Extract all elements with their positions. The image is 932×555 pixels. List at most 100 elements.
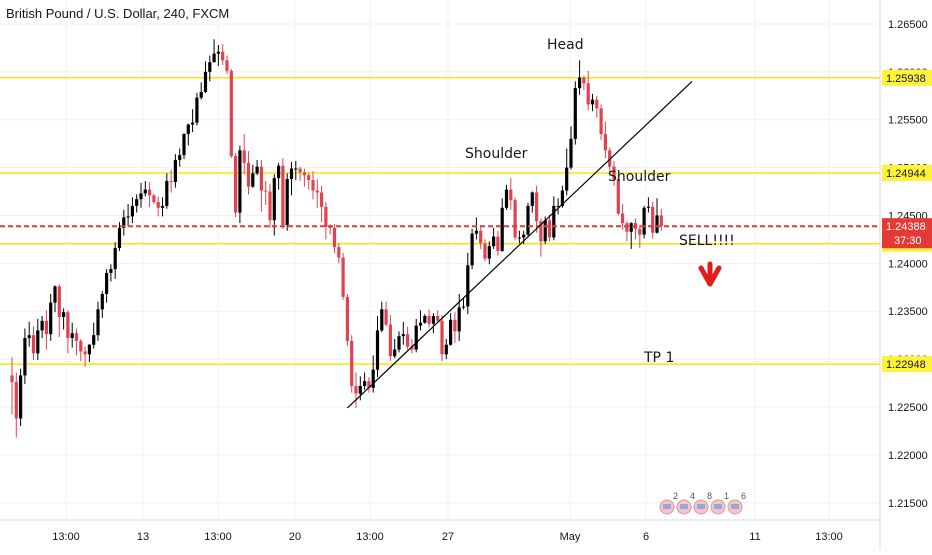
candle-body (66, 312, 70, 339)
candle (251, 164, 255, 188)
candle-body (423, 316, 427, 323)
y-tick-label: 1.22500 (888, 402, 928, 414)
candle-body (371, 369, 375, 388)
level-badge-bg (882, 164, 932, 181)
candle-body (289, 168, 294, 180)
candle-body (195, 97, 199, 123)
candle-body (70, 333, 74, 339)
candle (173, 154, 177, 188)
candle (165, 173, 169, 209)
candle (371, 355, 375, 393)
candle-body (582, 77, 586, 84)
candle (345, 293, 349, 346)
y-tick-label: 1.26500 (888, 19, 928, 31)
candle (109, 264, 113, 282)
candle (208, 55, 212, 82)
candle (178, 148, 182, 167)
candle-body (83, 351, 87, 355)
candle (156, 196, 160, 217)
candle (191, 109, 195, 133)
candle-body (182, 134, 186, 156)
candle (229, 68, 233, 159)
candle (517, 230, 521, 244)
x-tick-label: 13:00 (204, 531, 232, 543)
candle-body (380, 309, 384, 331)
neckline-trendline (346, 80, 693, 409)
candle-body (139, 193, 143, 200)
candle (474, 217, 478, 240)
level-badge-text: 1.25938 (886, 73, 926, 85)
candle-body (616, 179, 620, 214)
candle (87, 343, 91, 362)
candle-body (492, 236, 496, 247)
candle-body (281, 165, 285, 226)
candle-body (87, 344, 91, 355)
candle (195, 92, 199, 126)
level-price-badge: 1.25938 (882, 69, 932, 86)
events-flag-icon: 8 (693, 491, 712, 515)
candle (492, 227, 496, 249)
candle-body (543, 220, 547, 242)
candle-body (367, 381, 371, 388)
candle-body (221, 51, 225, 61)
candle-body (646, 206, 650, 208)
candle (431, 313, 435, 334)
candle (621, 203, 625, 230)
candle (203, 61, 208, 93)
candle-body (410, 346, 414, 350)
candle (470, 228, 474, 270)
candle-body (578, 77, 582, 89)
candle-body (556, 205, 560, 207)
candle-body (560, 190, 564, 206)
candle-body (10, 375, 14, 383)
candle-body (320, 192, 324, 207)
candle-body (268, 191, 272, 221)
candle-body (655, 215, 659, 233)
events-flag-icon: 1 (710, 491, 729, 515)
candle (268, 183, 272, 228)
candle (242, 134, 246, 175)
candle (259, 159, 263, 212)
candle-body (14, 382, 18, 419)
candle (31, 326, 36, 361)
candle-body (272, 178, 276, 221)
x-tick-label: 11 (749, 531, 760, 543)
candle (504, 184, 509, 210)
candle-body (530, 192, 534, 206)
candle (612, 160, 616, 186)
candle-body (651, 206, 655, 233)
level-badge-text: 1.24944 (886, 168, 926, 180)
candle-body (638, 228, 642, 235)
level-price-badge: 1.22948 (882, 356, 932, 373)
event-count: 4 (690, 491, 695, 501)
candle-body (62, 312, 66, 317)
candle-body (259, 166, 263, 191)
candle-body (27, 335, 31, 339)
candle-body (629, 223, 633, 232)
candle (221, 44, 225, 66)
candle-body (595, 99, 599, 109)
candle (535, 185, 539, 233)
candle (522, 230, 526, 245)
candle-body (659, 215, 663, 227)
candle (350, 335, 354, 393)
candle (453, 312, 457, 343)
level-badge-text: 1.22948 (886, 359, 926, 371)
candle (105, 269, 109, 303)
candle (440, 315, 444, 362)
candle-body (251, 173, 255, 187)
y-tick-label: 1.23500 (888, 306, 928, 318)
candle (436, 310, 440, 322)
candle-body (165, 180, 169, 206)
candle (367, 377, 371, 393)
candle (307, 172, 311, 190)
candle-body (255, 166, 259, 174)
candle (556, 198, 560, 215)
candle (655, 198, 659, 234)
candle (569, 126, 573, 170)
candle (414, 318, 418, 353)
candle (603, 121, 607, 159)
candle (590, 93, 595, 112)
